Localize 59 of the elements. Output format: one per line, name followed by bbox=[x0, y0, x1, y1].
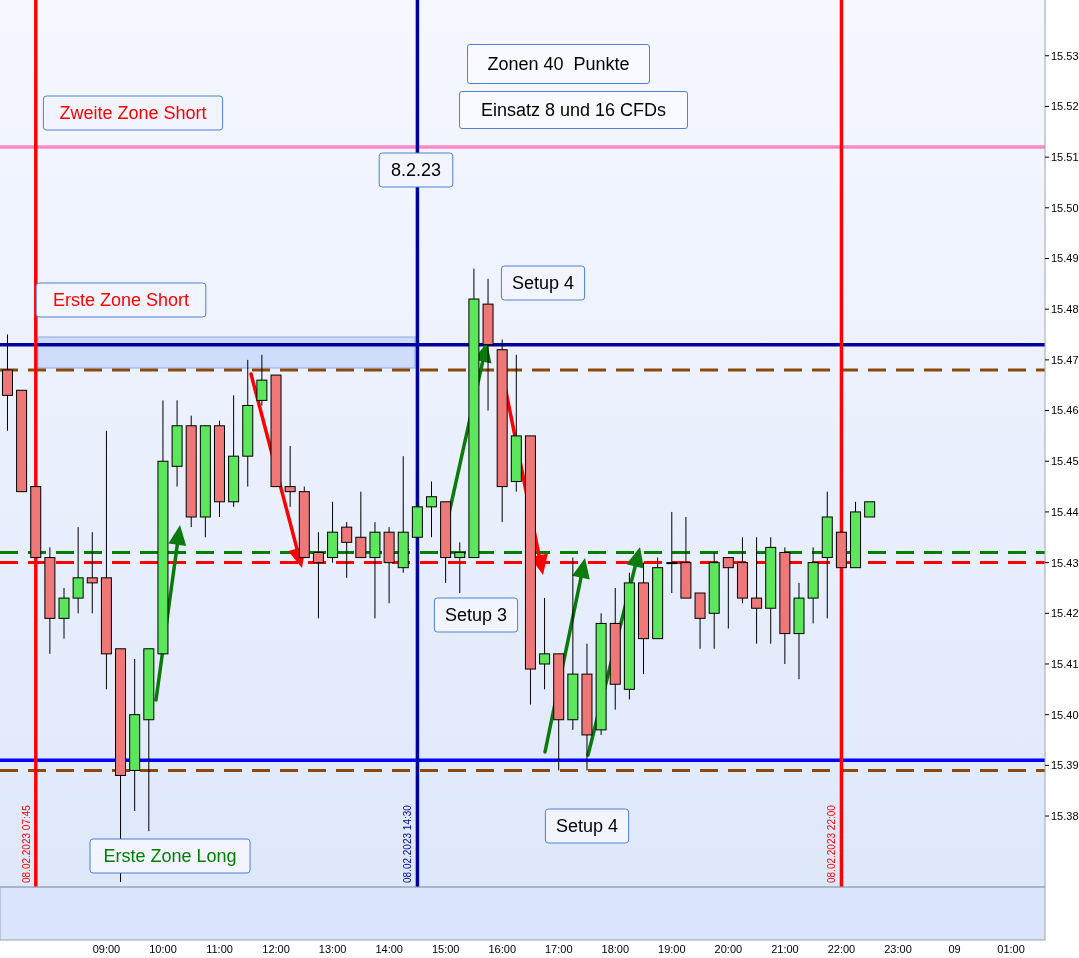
y-tick-label: 15.41 bbox=[1051, 657, 1079, 670]
y-tick-label: 15.52 bbox=[1051, 100, 1079, 113]
y-tick-label: 15.42 bbox=[1051, 607, 1079, 620]
candlestick bbox=[284, 445, 296, 508]
annotation: Erste Zone Short bbox=[52, 290, 190, 310]
x-tick-label: 17:00 bbox=[545, 943, 573, 955]
candlestick bbox=[58, 587, 70, 640]
y-tick-label: 15.39 bbox=[1051, 759, 1079, 772]
x-tick-label: 20:00 bbox=[714, 943, 743, 955]
y-tick-label: 15.48 bbox=[1051, 303, 1079, 316]
ref-line-label: 08.02.2023 14:30 bbox=[402, 804, 414, 883]
candlestick bbox=[355, 491, 367, 559]
x-tick-label: 11:00 bbox=[206, 943, 233, 955]
y-tick-label: 15.45 bbox=[1051, 455, 1079, 468]
y-tick-label: 15.44 bbox=[1051, 505, 1079, 518]
candlestick bbox=[256, 354, 268, 406]
candlestick bbox=[426, 481, 437, 538]
y-tick-label: 15.46 bbox=[1051, 404, 1079, 417]
annotation: Erste Zone Long bbox=[103, 846, 237, 866]
y-tick-label: 15.49 bbox=[1051, 252, 1079, 265]
y-tick-label: 15.43 bbox=[1051, 556, 1079, 569]
candlestick bbox=[312, 531, 324, 619]
x-tick-label: 18:00 bbox=[601, 943, 630, 955]
x-tick-label: 23:00 bbox=[884, 943, 912, 955]
candlestick bbox=[751, 536, 763, 645]
annotation: Setup 4 bbox=[555, 816, 619, 836]
ref-line-label: 08.02.2023 22:00 bbox=[826, 804, 838, 883]
x-tick-label: 12:00 bbox=[262, 943, 290, 955]
x-tick-label: 14:00 bbox=[375, 943, 403, 955]
text: Einsatz 8 und 16 CFDs bbox=[459, 91, 688, 129]
x-tick-label: 01:00 bbox=[997, 943, 1025, 955]
y-tick-label: 15.40 bbox=[1051, 708, 1079, 721]
annotation: Zweite Zone Short bbox=[59, 103, 207, 123]
y-tick-label: 15.47 bbox=[1051, 353, 1079, 366]
candlestick bbox=[454, 541, 466, 594]
x-tick-label: 09 bbox=[948, 943, 961, 955]
candlestick bbox=[341, 521, 353, 579]
x-tick-label: 15:00 bbox=[431, 943, 460, 955]
annotation: Setup 3 bbox=[444, 605, 508, 625]
ref-line-label: 08.02.2023 07:45 bbox=[20, 804, 32, 883]
annotation: Setup 4 bbox=[511, 273, 575, 293]
candlestick bbox=[86, 531, 98, 614]
y-tick-label: 15.53 bbox=[1051, 49, 1079, 62]
y-tick-label: 15.51 bbox=[1051, 151, 1079, 164]
x-tick-label: 21:00 bbox=[771, 943, 799, 955]
candlestick bbox=[539, 597, 551, 690]
x-tick-label: 19:00 bbox=[658, 943, 686, 955]
y-tick-label: 15.50 bbox=[1051, 201, 1079, 214]
x-tick-label: 10:00 bbox=[149, 943, 177, 955]
annotation: 8.2.23 bbox=[390, 160, 442, 180]
x-tick-label: 22:00 bbox=[827, 943, 856, 955]
candlestick bbox=[722, 557, 734, 629]
candlestick bbox=[72, 526, 84, 614]
y-tick-label: 15.38 bbox=[1051, 809, 1079, 822]
x-tick-label: 16:00 bbox=[488, 943, 517, 955]
text: Zonen 40 Punkte bbox=[467, 44, 650, 84]
x-tick-label: 13:00 bbox=[318, 943, 347, 955]
x-tick-label: 09:00 bbox=[92, 943, 121, 955]
candlestick bbox=[666, 511, 678, 594]
